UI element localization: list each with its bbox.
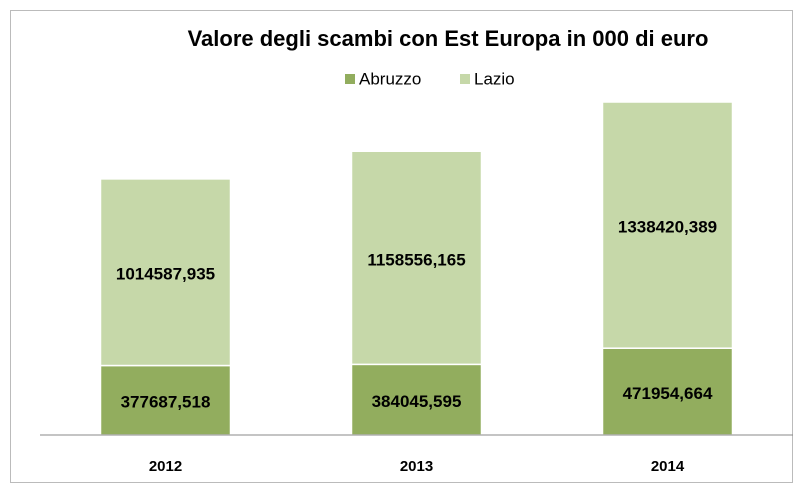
- x-tick-label: 2012: [149, 458, 182, 475]
- value-label: 1014587,935: [116, 265, 215, 284]
- value-label: 1338420,389: [618, 218, 717, 237]
- value-label: 1158556,165: [367, 250, 465, 269]
- bar-segment: [601, 347, 734, 436]
- bar-segment: [350, 363, 483, 436]
- value-label: 471954,664: [623, 384, 713, 403]
- bar-segment: [350, 150, 483, 366]
- legend-swatch: [345, 74, 355, 84]
- bar-segment: [99, 178, 232, 367]
- chart-title: Valore degli scambi con Est Europa in 00…: [188, 26, 709, 51]
- bar-segment: [99, 364, 232, 436]
- bar-segment: [601, 101, 734, 349]
- value-label: 377687,518: [121, 393, 211, 412]
- legend-label: Abruzzo: [359, 69, 421, 88]
- value-label: 384045,595: [372, 392, 462, 411]
- legend-label: Lazio: [474, 69, 515, 88]
- x-tick-label: 2014: [651, 458, 685, 475]
- x-tick-label: 2013: [400, 458, 433, 475]
- legend-swatch: [460, 74, 470, 84]
